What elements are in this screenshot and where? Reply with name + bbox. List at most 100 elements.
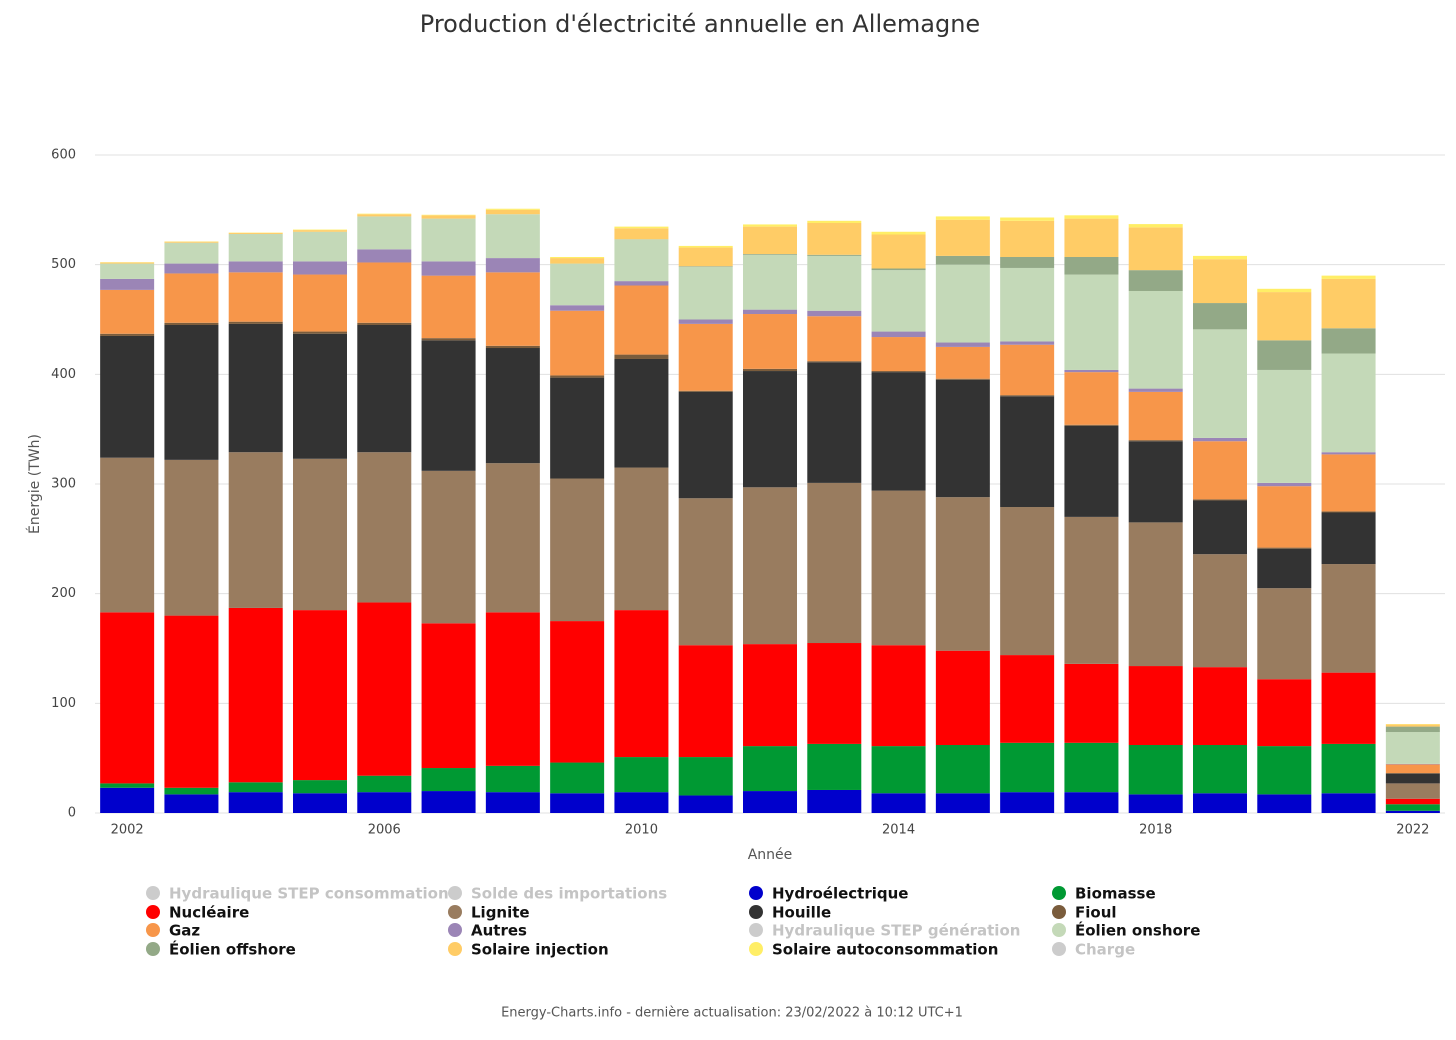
bar-segment <box>936 265 990 343</box>
legend-label[interactable]: Hydraulique STEP génération <box>772 922 1020 940</box>
bar-segment <box>1257 588 1311 679</box>
legend-marker[interactable] <box>146 942 160 956</box>
bar-segment <box>1257 486 1311 547</box>
legend-label[interactable]: Nucléaire <box>169 904 249 922</box>
legend-marker[interactable] <box>749 942 763 956</box>
legend-marker[interactable] <box>1052 886 1066 900</box>
legend-label[interactable]: Houille <box>772 904 831 922</box>
bar-segment <box>1193 554 1247 667</box>
bar-segment <box>1000 341 1054 344</box>
bar-segment <box>164 242 218 243</box>
bar-segment <box>550 311 604 376</box>
bar-segment <box>293 334 347 459</box>
legend-label[interactable]: Éolien onshore <box>1075 921 1200 940</box>
legend-marker[interactable] <box>448 886 462 900</box>
legend-marker[interactable] <box>1052 905 1066 919</box>
bar-segment <box>550 375 604 377</box>
legend-marker[interactable] <box>749 905 763 919</box>
bar-segment <box>1257 289 1311 292</box>
legend-label[interactable]: Solaire autoconsommation <box>772 941 998 959</box>
bar-segment <box>1257 340 1311 370</box>
bar-segment <box>1129 745 1183 794</box>
bar-segment <box>1193 303 1247 329</box>
bar-segment <box>1000 396 1054 507</box>
bar-segment <box>807 255 861 256</box>
bar-segment <box>743 227 797 254</box>
bar-segment <box>422 215 476 216</box>
bar-segment <box>1129 227 1183 270</box>
legend-marker[interactable] <box>749 923 763 937</box>
legend-marker[interactable] <box>1052 942 1066 956</box>
bar-segment <box>550 257 604 258</box>
bar-segment <box>293 230 347 231</box>
legend-label[interactable]: Autres <box>471 922 527 940</box>
bar-segment <box>164 273 218 322</box>
bar-segment <box>357 216 411 249</box>
legend-label[interactable]: Éolien offshore <box>169 940 296 959</box>
bar-segment <box>807 744 861 790</box>
bar-segment <box>1322 454 1376 511</box>
legend-marker[interactable] <box>749 886 763 900</box>
bar-segment <box>229 324 283 452</box>
bar-segment <box>229 452 283 608</box>
bar-segment <box>872 235 926 269</box>
bar-segment <box>872 269 926 271</box>
bar-segment <box>1129 441 1183 522</box>
bar-segment <box>807 362 861 483</box>
bar-segment <box>1129 522 1183 666</box>
legend-label[interactable]: Hydroélectrique <box>772 885 908 903</box>
y-tick-label: 500 <box>51 257 76 272</box>
bar-segment <box>1322 279 1376 328</box>
bar-segment <box>486 210 540 214</box>
legend-marker[interactable] <box>146 886 160 900</box>
bar-segment <box>807 256 861 311</box>
legend-marker[interactable] <box>448 942 462 956</box>
bar-segment <box>550 763 604 794</box>
bar-segment <box>357 776 411 792</box>
bar-segment <box>357 262 411 322</box>
bar-segment <box>679 645 733 757</box>
bar-segment <box>100 290 154 334</box>
bar-segment <box>872 270 926 331</box>
legend-label[interactable]: Charge <box>1075 941 1135 959</box>
legend-marker[interactable] <box>1052 923 1066 937</box>
bar-segment <box>293 459 347 610</box>
legend-label[interactable]: Solaire injection <box>471 941 609 959</box>
legend-marker[interactable] <box>448 923 462 937</box>
bar-segment <box>614 359 668 468</box>
x-axis-label: Année <box>748 847 793 863</box>
bar-segment <box>872 372 926 490</box>
bar-segment <box>164 616 218 788</box>
legend-label[interactable]: Lignite <box>471 904 530 922</box>
bar-segment <box>357 214 411 216</box>
legend-marker[interactable] <box>146 905 160 919</box>
legend-label[interactable]: Hydraulique STEP consommation <box>169 885 449 903</box>
bar-segment <box>1129 224 1183 227</box>
bar-segment <box>1386 724 1440 726</box>
legend-marker[interactable] <box>448 905 462 919</box>
legend-label[interactable]: Fioul <box>1075 904 1117 922</box>
bar-segment <box>1129 270 1183 291</box>
bar-segment <box>550 621 604 762</box>
bar-segment <box>1257 548 1311 549</box>
legend-label[interactable]: Biomasse <box>1075 885 1156 903</box>
bar-segment <box>872 232 926 235</box>
bar-segment <box>807 223 861 255</box>
bar-segment <box>1064 792 1118 813</box>
bar-segment <box>422 276 476 339</box>
bar-segment <box>486 612 540 766</box>
bar-segment <box>1129 392 1183 440</box>
bar-segment <box>229 782 283 792</box>
bar-segment <box>936 216 990 219</box>
bar-segment <box>422 791 476 813</box>
bar-segment <box>807 483 861 643</box>
bar-segment <box>807 311 861 316</box>
legend-label[interactable]: Solde des importations <box>471 885 667 903</box>
bar-segment <box>1193 499 1247 500</box>
bar-segment <box>486 346 540 348</box>
bar-segment <box>229 608 283 782</box>
legend-label[interactable]: Gaz <box>169 922 200 940</box>
bar-segment <box>486 209 540 210</box>
legend-marker[interactable] <box>146 923 160 937</box>
